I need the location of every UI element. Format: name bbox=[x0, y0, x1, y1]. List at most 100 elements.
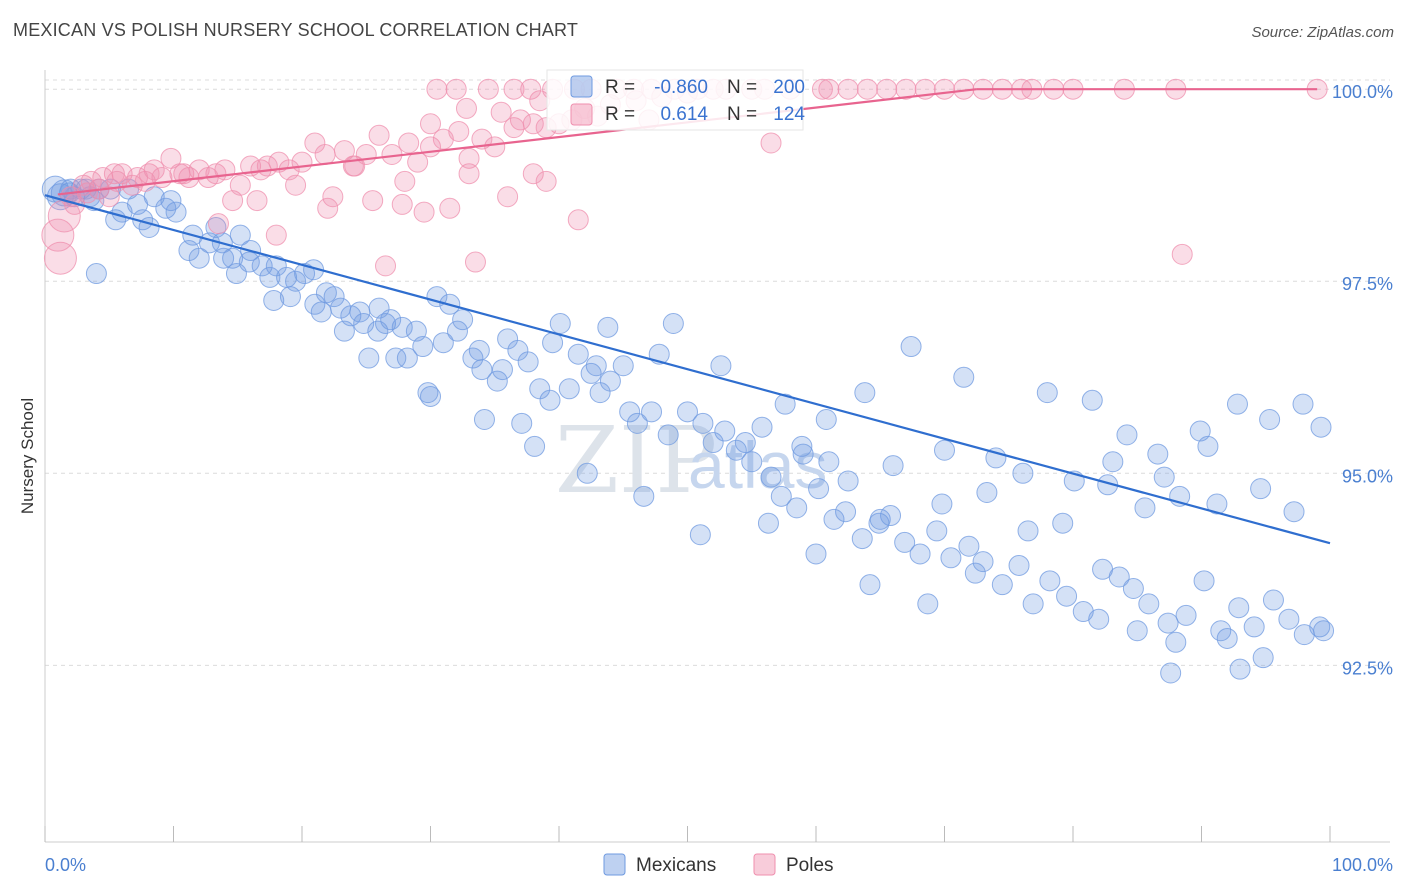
point-poles bbox=[375, 255, 397, 277]
point-poles bbox=[760, 132, 782, 154]
legend-r-value-2: 0.614 bbox=[660, 104, 708, 125]
legend-box bbox=[546, 69, 804, 131]
point-mexicans bbox=[1313, 620, 1335, 642]
point-poles bbox=[246, 190, 268, 212]
point-mexicans bbox=[188, 247, 210, 269]
point-poles bbox=[837, 78, 859, 100]
point-mexicans bbox=[1022, 593, 1044, 615]
point-mexicans bbox=[734, 432, 756, 454]
point-mexicans bbox=[511, 412, 533, 434]
point-mexicans bbox=[815, 409, 837, 431]
point-mexicans bbox=[323, 286, 345, 308]
point-mexicans bbox=[805, 543, 827, 565]
series-mexicans-points bbox=[41, 175, 1335, 684]
point-mexicans bbox=[486, 370, 508, 392]
point-mexicans bbox=[1216, 627, 1238, 649]
point-mexicans bbox=[1165, 631, 1187, 653]
point-poles bbox=[811, 78, 833, 100]
x-tick-label-max: 100.0% bbox=[1332, 855, 1393, 875]
point-mexicans bbox=[976, 481, 998, 503]
legend-n-label-2: N = bbox=[727, 104, 757, 125]
point-mexicans bbox=[953, 366, 975, 388]
point-mexicans bbox=[1243, 616, 1265, 638]
point-mexicans bbox=[818, 451, 840, 473]
point-mexicans bbox=[1160, 662, 1182, 684]
point-mexicans bbox=[367, 320, 389, 342]
trend-line-poles bbox=[57, 88, 977, 196]
point-mexicans bbox=[741, 451, 763, 473]
x-tick-label-min: 0.0% bbox=[45, 855, 86, 875]
point-poles bbox=[535, 170, 557, 192]
point-poles bbox=[432, 128, 454, 150]
point-mexicans bbox=[633, 485, 655, 507]
point-mexicans bbox=[1309, 616, 1331, 638]
point-mexicans bbox=[1036, 382, 1058, 404]
point-mexicans bbox=[702, 432, 724, 454]
point-mexicans bbox=[792, 443, 814, 465]
point-mexicans bbox=[786, 497, 808, 519]
point-mexicans bbox=[420, 385, 441, 407]
point-mexicans bbox=[259, 266, 281, 288]
series-legend: Mexicans Poles bbox=[603, 853, 834, 876]
point-mexicans bbox=[567, 343, 589, 365]
y-axis-title: Nursery School bbox=[18, 398, 37, 514]
point-mexicans bbox=[964, 562, 986, 584]
legend-r-label-1: R = bbox=[605, 77, 635, 98]
point-poles bbox=[317, 197, 339, 219]
point-mexicans bbox=[542, 332, 564, 354]
point-poles bbox=[477, 78, 499, 100]
point-mexicans bbox=[558, 378, 580, 400]
point-poles bbox=[103, 163, 125, 185]
point-poles bbox=[484, 136, 506, 158]
point-mexicans bbox=[263, 289, 285, 311]
point-mexicans bbox=[1116, 424, 1138, 446]
point-mexicans bbox=[1108, 566, 1130, 588]
point-mexicans bbox=[770, 485, 792, 507]
point-mexicans bbox=[549, 312, 571, 334]
point-mexicans bbox=[859, 574, 881, 596]
y-tick-label: 100.0% bbox=[1332, 82, 1393, 102]
point-mexicans bbox=[539, 389, 561, 411]
point-mexicans bbox=[1278, 608, 1300, 630]
point-mexicans bbox=[851, 528, 873, 550]
point-mexicans bbox=[353, 312, 375, 334]
legend-label-poles: Poles bbox=[786, 855, 834, 876]
point-mexicans bbox=[385, 347, 407, 369]
point-poles bbox=[398, 132, 420, 154]
point-mexicans bbox=[1229, 658, 1251, 680]
point-poles bbox=[322, 186, 344, 208]
point-mexicans bbox=[1072, 601, 1094, 623]
point-mexicans bbox=[1056, 585, 1078, 607]
point-mexicans bbox=[692, 412, 714, 434]
point-poles bbox=[445, 78, 467, 100]
source-label: Source: ZipAtlas.com bbox=[1251, 24, 1394, 41]
point-mexicans bbox=[1262, 589, 1284, 611]
point-mexicans bbox=[1157, 612, 1179, 634]
point-mexicans bbox=[657, 424, 679, 446]
point-mexicans bbox=[1197, 435, 1219, 457]
point-mexicans bbox=[808, 478, 830, 500]
correlation-legend: R = -0.860 N = 200 R = 0.614 N = 124 bbox=[546, 69, 805, 131]
point-poles bbox=[509, 109, 531, 131]
point-mexicans bbox=[524, 435, 546, 457]
point-mexicans bbox=[333, 320, 355, 342]
point-mexicans bbox=[882, 455, 904, 477]
chart-title: MEXICAN VS POLISH NURSERY SCHOOL CORRELA… bbox=[13, 20, 579, 40]
point-mexicans bbox=[452, 309, 474, 331]
point-mexicans bbox=[160, 190, 182, 212]
legend-swatch-poles bbox=[570, 103, 593, 126]
point-mexicans bbox=[1226, 393, 1248, 415]
point-mexicans bbox=[612, 355, 634, 377]
point-poles bbox=[464, 251, 486, 273]
point-mexicans bbox=[391, 316, 413, 338]
point-mexicans bbox=[349, 301, 371, 323]
point-mexicans bbox=[626, 412, 648, 434]
x-tick-labels: 0.0% 100.0% bbox=[45, 855, 1393, 875]
point-poles bbox=[520, 78, 542, 100]
y-tick-label: 92.5% bbox=[1342, 658, 1393, 678]
point-mexicans bbox=[1193, 570, 1215, 592]
point-mexicans bbox=[619, 401, 641, 423]
point-poles bbox=[448, 120, 470, 142]
point-mexicans bbox=[1052, 512, 1074, 534]
point-mexicans bbox=[1206, 493, 1228, 515]
